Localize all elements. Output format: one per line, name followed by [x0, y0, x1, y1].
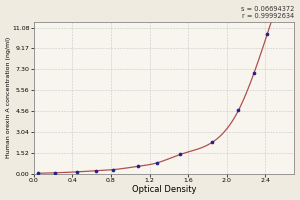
- Point: [236, 109, 241, 112]
- Point: [75, 170, 80, 173]
- Point: [52, 171, 57, 174]
- Point: [251, 72, 256, 75]
- Point: [136, 165, 140, 168]
- Point: [94, 169, 99, 172]
- Text: s = 0.06694372
r = 0.99992634: s = 0.06694372 r = 0.99992634: [241, 6, 294, 19]
- Point: [110, 168, 115, 171]
- Y-axis label: Human orexin A concentration (ng/ml): Human orexin A concentration (ng/ml): [6, 37, 10, 158]
- Point: [178, 153, 183, 156]
- Point: [155, 161, 160, 164]
- Point: [265, 32, 270, 35]
- Point: [210, 141, 215, 144]
- Point: [36, 172, 41, 175]
- X-axis label: Optical Density: Optical Density: [132, 185, 196, 194]
